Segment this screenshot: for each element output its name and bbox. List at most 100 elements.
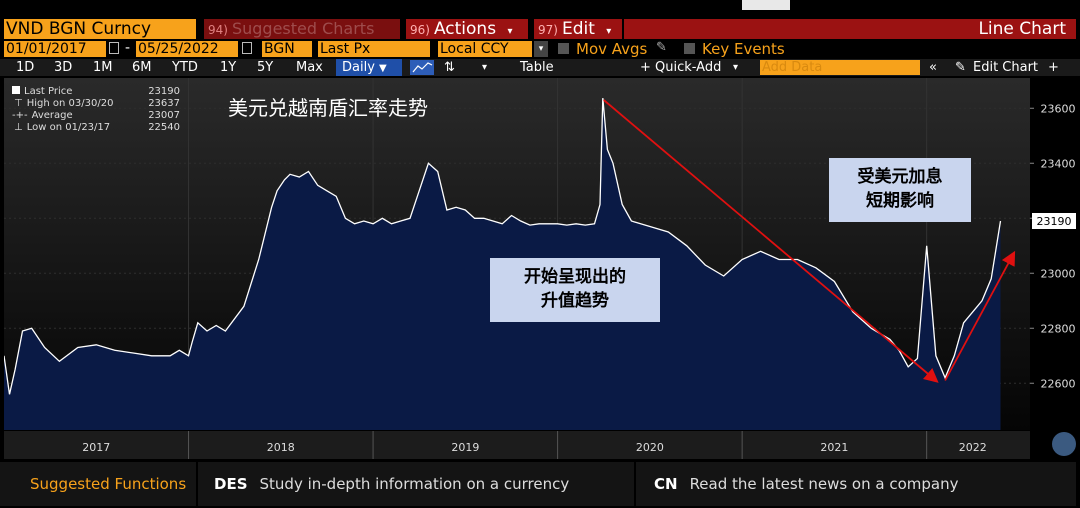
chart-type-label: Line Chart	[978, 19, 1066, 39]
edit-number: 97)	[538, 23, 558, 37]
header-bar	[624, 19, 1076, 39]
range-6m[interactable]: 6M	[132, 60, 152, 75]
chevron-down-icon[interactable]: ▾	[482, 62, 488, 73]
function-code: CN	[654, 475, 678, 493]
zoom-icon[interactable]	[1052, 432, 1076, 456]
range-max[interactable]: Max	[296, 60, 323, 75]
start-date-field[interactable]: 01/01/2017	[4, 41, 106, 57]
edit-chart-button[interactable]: Edit Chart	[973, 60, 1039, 75]
edit-label: Edit	[561, 19, 595, 39]
range-5y[interactable]: 5Y	[257, 60, 274, 75]
price-line	[4, 98, 1002, 395]
last-price-tag-label: 23190	[1037, 215, 1072, 228]
bar-chart-icon[interactable]: ⇅	[444, 60, 455, 75]
x-tick-label: 2018	[267, 441, 295, 454]
chevron-down-icon[interactable]: ▾	[534, 41, 548, 57]
y-axis: 22600228002300023200234002360023190	[1030, 78, 1080, 430]
x-axis: 2017 2018 2019 2020 2021 2022	[4, 431, 1030, 459]
source-field[interactable]: BGN	[262, 41, 312, 57]
note-line: 受美元加息	[857, 167, 943, 187]
add-data-input[interactable]: Add Data	[760, 60, 920, 75]
suggested-charts-label: Suggested Charts	[231, 19, 375, 38]
function-description: Read the latest news on a company	[689, 475, 959, 493]
uptrend-arrow	[944, 250, 1016, 381]
range-ytd[interactable]: YTD	[172, 60, 198, 75]
last-price-tag	[1032, 213, 1076, 229]
actions-label: Actions	[433, 19, 497, 39]
y-tick-label: 22600	[1041, 377, 1076, 390]
legend-low: ⊥ Low on 01/23/17 22540	[12, 122, 180, 134]
legend-last-value: 23190	[148, 86, 180, 97]
ticker-field[interactable]: VND BGN Curncy	[4, 19, 196, 39]
average-marker-icon: -+-	[12, 110, 28, 121]
y-tick-label: 23000	[1041, 267, 1076, 280]
plus-icon[interactable]: +	[1048, 60, 1059, 75]
mov-avgs-checkbox[interactable]	[558, 43, 569, 54]
x-tick-label: 2019	[451, 441, 479, 454]
window-controls[interactable]	[742, 0, 790, 10]
legend-low-label: Low on 01/23/17	[26, 122, 111, 133]
legend-average: -+- Average 23007	[12, 110, 180, 122]
quick-add-button[interactable]: Quick-Add	[655, 60, 722, 75]
range-1d[interactable]: 1D	[16, 60, 35, 75]
function-des[interactable]: DES Study in-depth information on a curre…	[198, 462, 634, 506]
chart-annotation-title: 美元兑越南盾汇率走势	[228, 96, 428, 120]
period-selector[interactable]: Daily ▼	[336, 59, 402, 76]
legend-last-price: Last Price 23190	[12, 86, 180, 98]
legend-last-label: Last Price	[24, 86, 73, 97]
legend-high: ⊤ High on 03/30/20 23637	[12, 98, 180, 110]
table-button[interactable]: Table	[520, 60, 554, 75]
downtrend-arrow	[603, 99, 939, 383]
mov-avgs-label: Mov Avgs	[576, 40, 648, 58]
field-selector[interactable]: Last Px	[318, 41, 430, 57]
currency-selector[interactable]: Local CCY	[438, 41, 532, 57]
key-events-checkbox[interactable]	[684, 43, 695, 54]
x-tick-label: 2021	[820, 441, 848, 454]
actions-menu[interactable]: 96) Actions ▾	[406, 19, 528, 39]
chevron-down-icon: ▼	[379, 63, 387, 74]
legend-avg-label: Average	[31, 110, 73, 121]
function-cn[interactable]: CN Read the latest news on a company	[636, 462, 1076, 506]
period-label: Daily	[342, 60, 375, 75]
x-tick-label: 2020	[636, 441, 664, 454]
legend-high-label: High on 03/30/20	[26, 98, 114, 109]
pencil-icon[interactable]: ✎	[656, 40, 667, 55]
edit-menu[interactable]: 97) Edit ▾	[534, 19, 622, 39]
y-tick-label: 22800	[1041, 322, 1076, 335]
date-separator: -	[125, 40, 131, 56]
suggested-charts-button[interactable]: 94) Suggested Charts	[204, 19, 400, 39]
white-square-icon	[12, 86, 20, 94]
note-line: 短期影响	[866, 191, 934, 211]
x-tick-label: 2017	[82, 441, 110, 454]
note-line: 升值趋势	[541, 291, 609, 311]
pencil-icon[interactable]: ✎	[955, 60, 966, 75]
end-date-field[interactable]: 05/25/2022	[136, 41, 238, 57]
plus-icon[interactable]: +	[640, 60, 651, 75]
note-line: 开始呈现出的	[524, 267, 626, 287]
title-bar: VND BGN Curncy 94) Suggested Charts 96) Ac…	[0, 19, 1080, 39]
range-1y[interactable]: 1Y	[220, 60, 237, 75]
low-marker-icon: ⊥	[14, 122, 23, 133]
range-3d[interactable]: 3D	[54, 60, 73, 75]
suggested-charts-number: 94)	[208, 23, 228, 37]
appreciation-note: 开始呈现出的 升值趋势	[490, 258, 660, 322]
suggested-functions-label: Suggested Functions	[0, 462, 196, 506]
chevron-down-icon: ▾	[507, 26, 513, 37]
settings-bar: 01/01/2017 - 05/25/2022 BGN Last Px Loca…	[0, 40, 1080, 58]
chevron-down-icon[interactable]: ▾	[733, 62, 739, 73]
rate-hike-note: 受美元加息 短期影响	[829, 158, 971, 222]
line-chart-icon[interactable]	[410, 60, 434, 75]
calendar-icon[interactable]	[242, 42, 252, 54]
key-events-label: Key Events	[702, 40, 785, 58]
function-description: Study in-depth information on a currency	[259, 475, 570, 493]
chevron-down-icon: ▾	[606, 26, 612, 37]
chart-legend: Last Price 23190 ⊤ High on 03/30/20 23637 -…	[12, 86, 180, 134]
x-tick-label: 2022	[959, 441, 987, 454]
toolbar: 1D 3D 1M 6M YTD 1Y 5Y Max Daily ▼ ⇅ ▾ Ta…	[0, 59, 1080, 76]
range-1m[interactable]: 1M	[93, 60, 113, 75]
collapse-icon[interactable]: «	[929, 60, 937, 75]
calendar-icon[interactable]	[109, 42, 119, 54]
legend-high-value: 23637	[148, 98, 180, 109]
function-code: DES	[214, 475, 248, 493]
actions-number: 96)	[410, 23, 430, 37]
